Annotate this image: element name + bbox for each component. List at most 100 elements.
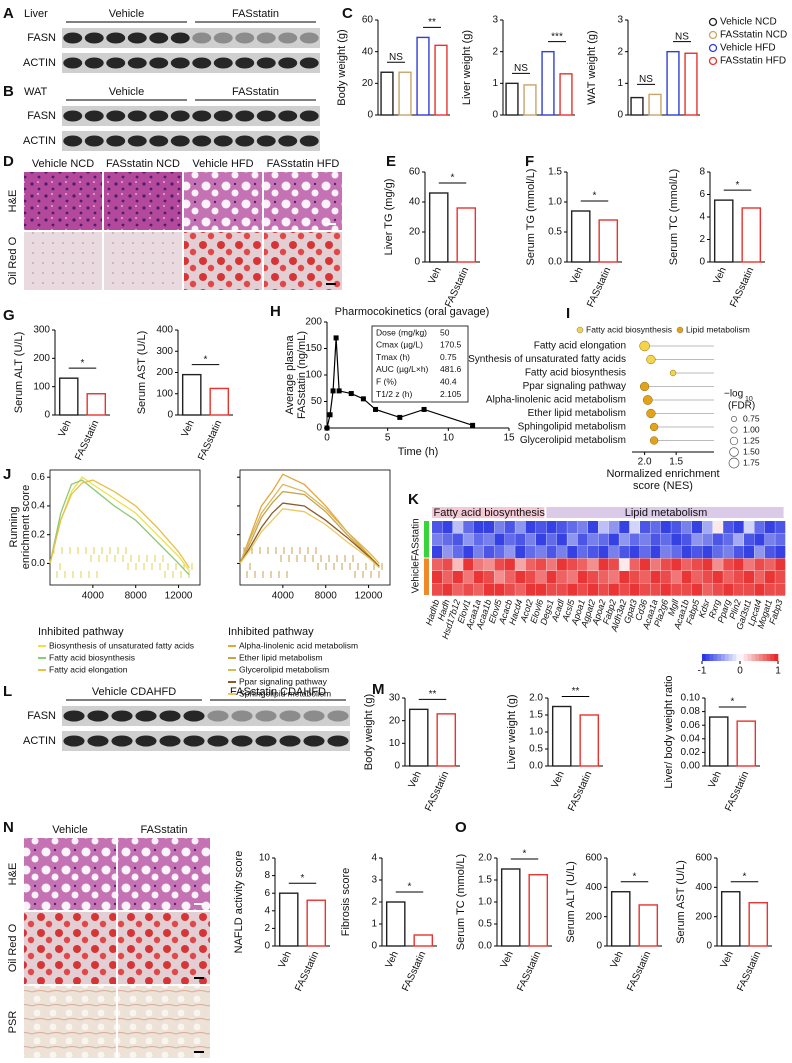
heat-cell (629, 521, 640, 534)
x-tick-label: FASstatin (735, 950, 763, 993)
significance-label: * (81, 358, 85, 369)
y-tick-label: 300 (33, 325, 50, 336)
heat-cell (712, 571, 723, 584)
blot-band (256, 32, 276, 44)
bar (610, 891, 631, 947)
heat-cell (692, 533, 703, 546)
heat-cell (712, 583, 723, 596)
heat-cell (452, 571, 463, 584)
y-tick-label: 0 (414, 257, 420, 268)
legend-marker (708, 43, 718, 53)
bar (736, 720, 757, 767)
significance-label: NS (675, 31, 689, 42)
y-tick-label: 0.06 (681, 720, 701, 731)
heat-cell (733, 546, 744, 559)
x-tick-label: FASstatin (293, 950, 321, 993)
blot-band (303, 735, 325, 747)
micrograph (184, 172, 262, 230)
table-value: 0.75 (440, 352, 457, 362)
heat-cell (515, 571, 526, 584)
heat-cell (588, 571, 599, 584)
bar (385, 901, 406, 947)
table-value: 170.5 (440, 340, 462, 350)
significance-label: * (731, 697, 735, 708)
y-tick-label: 6 (264, 888, 270, 899)
group-label: Vehicle CDAHFD (92, 686, 176, 698)
y-tick-label: 40 (362, 46, 374, 57)
bar (748, 902, 769, 947)
legend-label: Glycerolipid metabolism (239, 664, 329, 674)
heat-cell (744, 571, 755, 584)
tissue-label: WAT (24, 86, 47, 98)
chart-title: Pharmocokinetics (oral gavage) (335, 306, 490, 318)
heat-cell (712, 533, 723, 546)
blot-band (149, 32, 169, 44)
blot-band (63, 57, 83, 69)
micrograph (118, 912, 210, 984)
panel-letter: O (455, 819, 467, 836)
table-label: F (%) (376, 376, 397, 386)
x-tick-label: 0 (324, 433, 330, 444)
heat-cell (754, 546, 765, 559)
group-label: FASstatin CDAHFD (230, 686, 326, 698)
heat-cell (567, 583, 578, 596)
x-tick-label: 12000 (165, 591, 193, 602)
heat-cell (525, 533, 536, 546)
heat-cell (702, 546, 713, 559)
y-axis-label: WAT weight (g) (586, 30, 598, 104)
blot-band (63, 110, 83, 122)
term-label: Synthesis of unsaturated fatty acids (468, 354, 626, 365)
blot-band (84, 135, 104, 147)
heat-cell (629, 533, 640, 546)
heat-cell (660, 571, 671, 584)
row-label: PSR (7, 1011, 19, 1034)
heat-cell (515, 546, 526, 559)
group-label: FASstatin (232, 86, 279, 98)
heat-cell (723, 521, 734, 534)
y-tick-label: 0.02 (681, 747, 701, 758)
heat-cell (681, 546, 692, 559)
x-tick-label: Veh (427, 266, 444, 286)
legend-title: Inhibited pathway (38, 626, 124, 638)
heat-cell (484, 558, 495, 571)
heat-cell (650, 521, 661, 534)
term-dot (646, 354, 656, 365)
micrograph (264, 172, 342, 230)
panel-letter: N (3, 819, 14, 836)
blot-band (87, 735, 109, 747)
heat-cell (473, 533, 484, 546)
row-group-bar (424, 521, 429, 558)
blot-band (63, 710, 85, 722)
micrograph (104, 232, 182, 290)
blot-band (303, 710, 325, 722)
colorbar-cell (762, 654, 767, 661)
heat-cell (494, 533, 505, 546)
y-tick-label: 0 (371, 941, 377, 952)
x-tick-label: Veh (569, 266, 586, 286)
table-value: 481.6 (440, 364, 462, 374)
plot-frame (49, 469, 201, 586)
heat-cell (577, 521, 588, 534)
term-dot (649, 436, 659, 445)
blot-band (207, 710, 229, 722)
term-label: Alpha-linolenic acid metabolism (486, 395, 626, 406)
blot-band (299, 32, 319, 44)
blot-band (106, 57, 126, 69)
heat-cell (442, 546, 453, 559)
significance-label: * (451, 173, 455, 184)
term-dot (639, 340, 650, 352)
blot-strip (62, 131, 320, 151)
y-tick-label: 300 (156, 346, 173, 357)
y-axis-label: Liver TG (mg/g) (383, 179, 395, 256)
blot-band (255, 735, 277, 747)
x-tick-label: Veh (719, 950, 736, 970)
y-tick-label: 10 (259, 853, 271, 864)
heat-cell (577, 546, 588, 559)
term-dot (646, 408, 656, 419)
y-axis-label: Serum TC (mmol/L) (455, 854, 467, 950)
heat-cell (442, 533, 453, 546)
group-header (432, 507, 545, 518)
heat-cell (754, 521, 765, 534)
heat-cell (588, 533, 599, 546)
heat-cell (525, 583, 536, 596)
